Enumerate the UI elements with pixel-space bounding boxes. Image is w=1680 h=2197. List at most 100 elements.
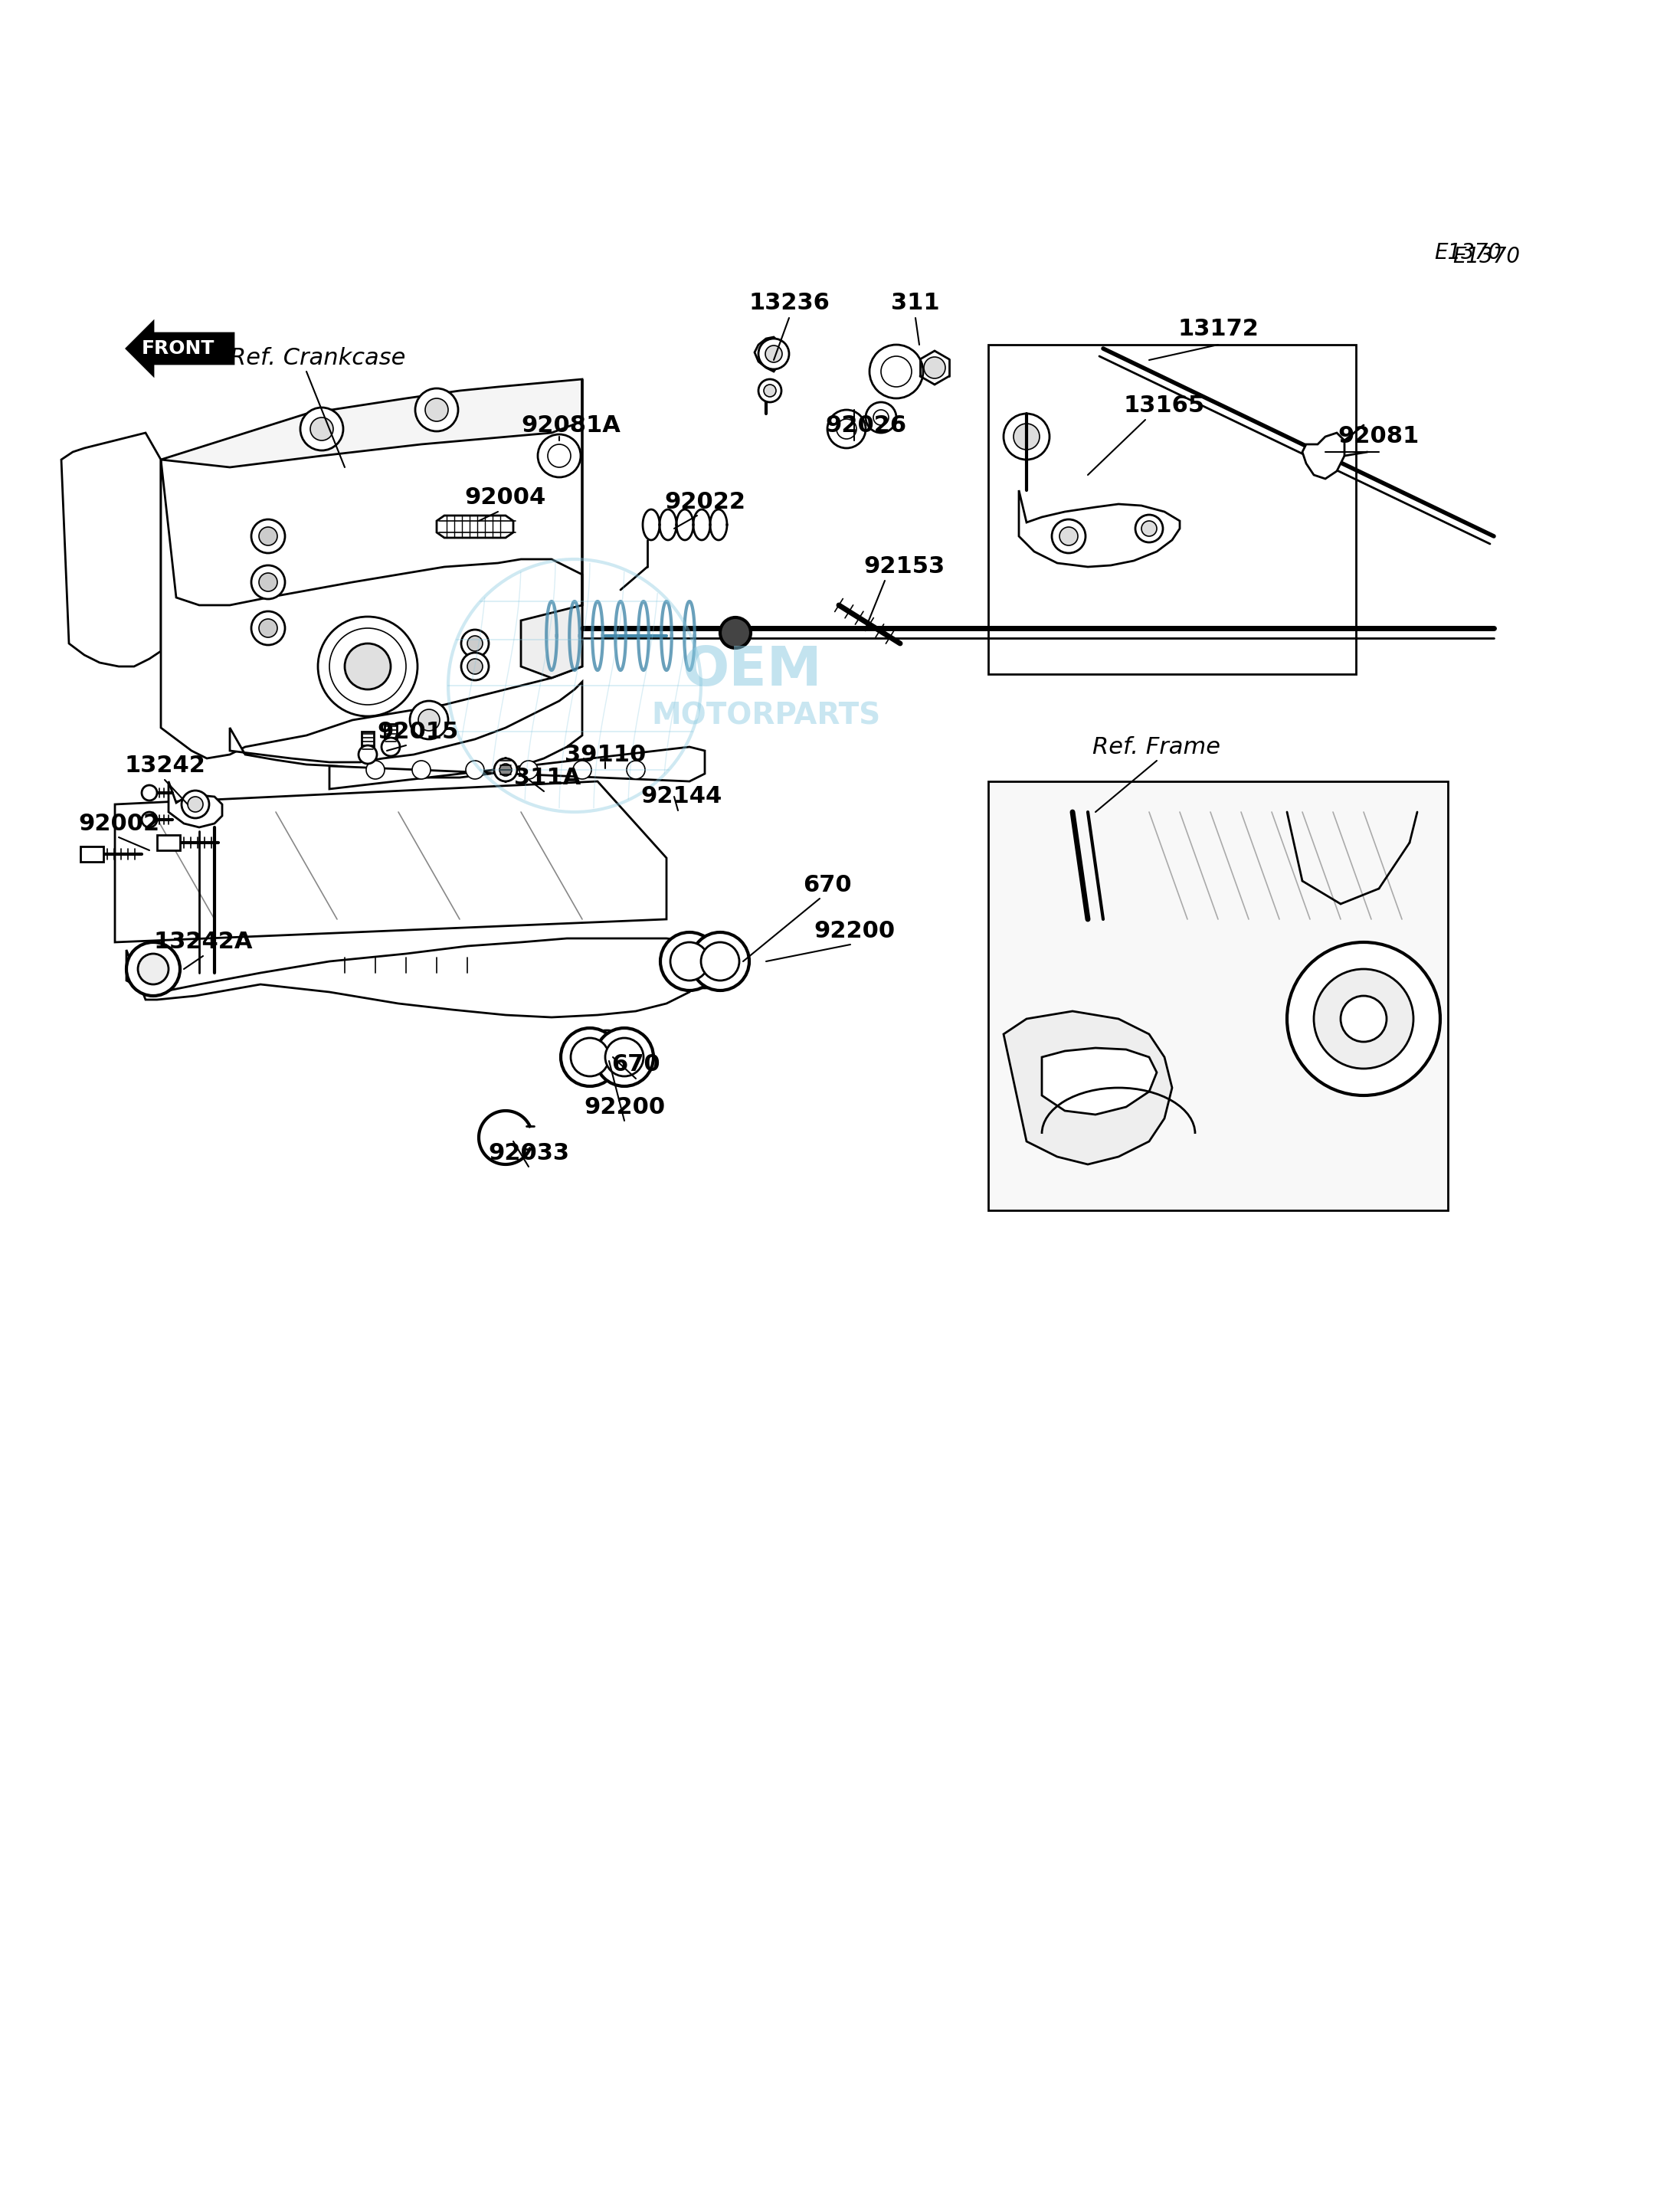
Circle shape — [590, 1037, 623, 1070]
Circle shape — [837, 420, 857, 439]
Polygon shape — [126, 321, 234, 376]
Text: 13242: 13242 — [124, 756, 205, 778]
Circle shape — [758, 338, 790, 369]
Circle shape — [1136, 514, 1163, 543]
Circle shape — [721, 617, 751, 648]
Circle shape — [538, 435, 581, 477]
Circle shape — [827, 411, 865, 448]
Text: 92153: 92153 — [864, 556, 944, 578]
Text: 13165: 13165 — [1124, 395, 1205, 417]
Circle shape — [412, 760, 430, 780]
Circle shape — [1341, 995, 1386, 1041]
Polygon shape — [1003, 1011, 1173, 1164]
Text: 13236: 13236 — [749, 292, 830, 314]
Circle shape — [687, 949, 722, 982]
Circle shape — [425, 398, 449, 422]
Circle shape — [1052, 518, 1085, 554]
Polygon shape — [1018, 490, 1179, 567]
Circle shape — [252, 518, 286, 554]
Text: 92033: 92033 — [487, 1142, 570, 1164]
Polygon shape — [114, 782, 667, 943]
Polygon shape — [437, 516, 514, 538]
Circle shape — [188, 798, 203, 813]
Circle shape — [259, 573, 277, 591]
Text: 92200: 92200 — [813, 921, 895, 943]
Circle shape — [1141, 521, 1158, 536]
Circle shape — [924, 356, 946, 378]
Circle shape — [381, 738, 400, 756]
Circle shape — [494, 758, 517, 782]
Polygon shape — [81, 846, 104, 861]
Circle shape — [670, 943, 709, 980]
Bar — [988, 782, 1448, 1211]
Circle shape — [499, 765, 512, 776]
Circle shape — [462, 653, 489, 681]
Circle shape — [418, 710, 440, 732]
Circle shape — [880, 356, 912, 387]
Circle shape — [874, 411, 889, 426]
Circle shape — [865, 402, 897, 433]
Text: 92200: 92200 — [583, 1096, 665, 1118]
Circle shape — [1003, 413, 1050, 459]
Polygon shape — [60, 433, 161, 666]
Circle shape — [311, 417, 333, 439]
Polygon shape — [754, 336, 785, 371]
Text: 39110: 39110 — [564, 743, 645, 767]
Polygon shape — [1042, 1048, 1158, 1114]
Text: 92081A: 92081A — [521, 413, 620, 437]
Text: 92026: 92026 — [825, 413, 906, 437]
Text: 92081: 92081 — [1339, 426, 1420, 448]
Circle shape — [467, 659, 482, 674]
Text: Ref. Crankcase: Ref. Crankcase — [230, 347, 407, 369]
Circle shape — [344, 644, 391, 690]
Circle shape — [690, 932, 749, 991]
Text: 311: 311 — [890, 292, 939, 314]
Polygon shape — [329, 747, 706, 789]
Text: E1370: E1370 — [1435, 242, 1502, 264]
Bar — [988, 345, 1356, 674]
Polygon shape — [161, 380, 583, 468]
Circle shape — [141, 813, 156, 828]
Text: Ref. Frame: Ref. Frame — [1092, 736, 1221, 758]
Text: 92144: 92144 — [642, 787, 722, 808]
Polygon shape — [156, 835, 180, 850]
Circle shape — [1060, 527, 1079, 545]
Text: OEM: OEM — [682, 644, 822, 696]
Circle shape — [301, 406, 343, 450]
Text: E1370: E1370 — [1453, 246, 1520, 268]
Text: 92004: 92004 — [465, 488, 546, 510]
Polygon shape — [521, 380, 583, 679]
Circle shape — [252, 565, 286, 600]
Circle shape — [259, 620, 277, 637]
Text: FRONT: FRONT — [141, 338, 215, 358]
Circle shape — [764, 384, 776, 398]
Circle shape — [660, 932, 719, 991]
Circle shape — [519, 760, 538, 780]
Circle shape — [1287, 943, 1440, 1096]
Circle shape — [366, 760, 385, 780]
Circle shape — [467, 635, 482, 650]
Circle shape — [415, 389, 459, 431]
Text: 670: 670 — [612, 1055, 660, 1077]
Text: 13242A: 13242A — [153, 932, 252, 953]
Circle shape — [573, 760, 591, 780]
Circle shape — [682, 943, 727, 989]
Polygon shape — [1302, 433, 1344, 479]
Circle shape — [329, 628, 407, 705]
Circle shape — [259, 527, 277, 545]
Circle shape — [358, 745, 376, 765]
Text: 92022: 92022 — [664, 490, 746, 512]
Text: 670: 670 — [803, 874, 852, 896]
Circle shape — [766, 345, 783, 363]
Circle shape — [1314, 969, 1413, 1068]
Polygon shape — [161, 459, 583, 758]
Polygon shape — [385, 723, 396, 747]
Circle shape — [410, 701, 449, 738]
Circle shape — [605, 1037, 643, 1077]
Text: 92015: 92015 — [376, 721, 459, 743]
Circle shape — [465, 760, 484, 780]
Polygon shape — [361, 732, 375, 754]
Circle shape — [627, 760, 645, 780]
Circle shape — [701, 943, 739, 980]
Circle shape — [138, 953, 168, 984]
